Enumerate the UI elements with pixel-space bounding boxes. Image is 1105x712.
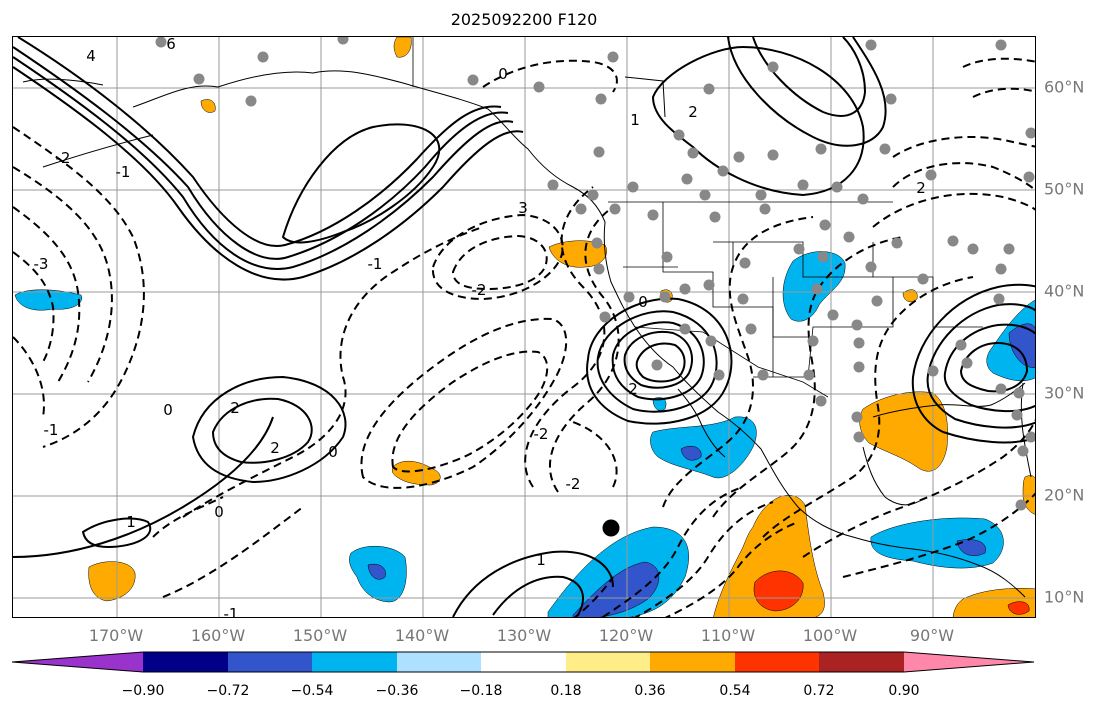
colorbar-tick: −0.54	[290, 683, 334, 699]
lon-label: 100°W	[802, 626, 858, 645]
station-markers	[155, 37, 1035, 511]
colorbar-tick: 0.54	[719, 683, 751, 699]
lon-label: 170°W	[88, 626, 144, 645]
colorbar-segment	[312, 652, 397, 672]
colorbar-segment	[819, 652, 904, 672]
positive-region	[200, 99, 216, 113]
contour-label: 2	[270, 439, 280, 457]
colorbar-tick: 0.36	[634, 683, 666, 699]
contour-label: 0	[328, 443, 338, 461]
colorbar-segments	[11, 651, 1035, 673]
contour-label: -1	[116, 163, 131, 181]
map-title: 2025092200 F120	[450, 10, 598, 29]
negative-region	[367, 563, 386, 580]
gridlines	[13, 37, 1035, 617]
negative-region	[650, 416, 757, 479]
contour-label: 6	[166, 37, 176, 53]
lat-label: 60°N	[1044, 77, 1085, 97]
contour-label: 2	[230, 399, 240, 417]
colorbar-tick: 0.72	[803, 683, 835, 699]
colorbar-tick: −0.18	[459, 683, 503, 699]
colorbar-segment	[481, 652, 566, 672]
colorbar	[11, 651, 1035, 673]
negative-region	[680, 446, 702, 461]
lat-label: 30°N	[1044, 383, 1085, 403]
lon-label: 90°W	[909, 626, 955, 645]
positive-region	[88, 561, 136, 602]
positive-region	[902, 289, 918, 303]
contour-label: 0	[498, 65, 508, 83]
negative-region	[1008, 323, 1035, 368]
colorbar-tick: −0.72	[206, 683, 250, 699]
contour-label: -1	[44, 421, 59, 439]
colorbar-tick: 0.90	[888, 683, 920, 699]
colorbar-tick: 0.18	[550, 683, 582, 699]
contour-label: 2	[688, 103, 698, 121]
zero-contours	[162, 226, 484, 598]
contour-labels: 4 6 2 1 0 -2 -1 3 -3 -1 0 -2 2 0 -2 1 2 …	[34, 37, 926, 618]
positive-region	[753, 570, 804, 612]
colorbar-segment	[397, 652, 481, 672]
contour-label: -2	[472, 281, 487, 299]
contour-label: -1	[368, 255, 383, 273]
shaded-anomaly-regions	[14, 37, 1035, 617]
contour-label: 1	[536, 551, 546, 569]
positive-region	[1007, 601, 1030, 615]
contour-label: 4	[86, 47, 96, 65]
political-borders	[412, 37, 983, 398]
contour-label: 0	[638, 293, 648, 311]
contour-label: 2	[628, 380, 638, 398]
lon-label: 160°W	[190, 626, 246, 645]
map-panel[interactable]: 4 6 2 1 0 -2 -1 3 -3 -1 0 -2 2 0 -2 1 2 …	[12, 36, 1036, 618]
positive-contours	[13, 37, 1035, 617]
lat-label: 40°N	[1044, 281, 1085, 301]
lon-label: 130°W	[496, 626, 552, 645]
contour-label: -1	[224, 605, 239, 618]
negative-region	[652, 397, 667, 411]
colorbar-segment	[12, 652, 143, 672]
contour-label: -2	[534, 425, 549, 443]
lon-label: 120°W	[598, 626, 654, 645]
colorbar-segment	[228, 652, 312, 672]
colorbar-segment	[904, 652, 1034, 672]
map-canvas: 4 6 2 1 0 -2 -1 3 -3 -1 0 -2 2 0 -2 1 2 …	[13, 37, 1035, 618]
colorbar-segment	[143, 652, 228, 672]
negative-region	[870, 517, 1004, 569]
contour-label: 0	[214, 503, 224, 521]
contour-label: -2	[566, 475, 581, 493]
lat-label: 50°N	[1044, 179, 1085, 199]
colorbar-tick: −0.36	[375, 683, 419, 699]
positive-region	[393, 37, 412, 58]
contour-label: -2	[56, 149, 71, 167]
colorbar-outline	[11, 651, 1035, 673]
contour-label: 1	[630, 111, 640, 129]
colorbar-segment	[735, 652, 819, 672]
negative-region	[14, 289, 83, 311]
positive-region	[859, 391, 948, 472]
lat-label: 10°N	[1044, 587, 1085, 607]
lat-label: 20°N	[1044, 485, 1085, 505]
colorbar-segment	[566, 652, 650, 672]
colorbar-segment	[650, 652, 735, 672]
negative-region	[572, 561, 660, 617]
lon-label: 150°W	[292, 626, 348, 645]
location-marker	[602, 519, 620, 537]
contour-label: 0	[163, 401, 173, 419]
lon-label: 140°W	[394, 626, 450, 645]
positive-region	[548, 240, 607, 268]
colorbar-tick: −0.90	[121, 683, 165, 699]
contour-label: 1	[126, 513, 136, 531]
contour-label: 2	[916, 179, 926, 197]
contour-label: -3	[34, 255, 49, 273]
lon-label: 110°W	[700, 626, 756, 645]
contour-label: 3	[518, 199, 528, 217]
